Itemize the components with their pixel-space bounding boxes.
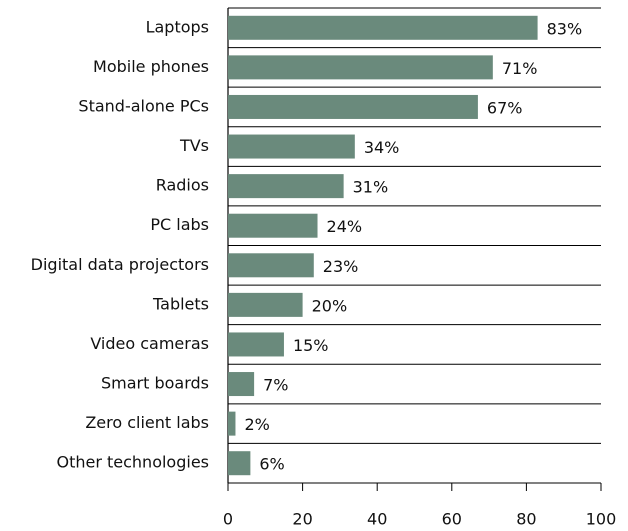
category-label: Smart boards — [101, 374, 209, 393]
x-tick-label: 100 — [586, 510, 617, 529]
value-label: 23% — [323, 257, 359, 276]
category-label: Digital data projectors — [31, 255, 209, 274]
x-tick-label: 40 — [367, 510, 387, 529]
category-label: Stand-alone PCs — [78, 96, 209, 115]
bar — [228, 451, 251, 476]
bar — [228, 411, 236, 436]
bar — [228, 15, 538, 40]
value-label: 83% — [547, 19, 583, 38]
bar — [228, 292, 303, 317]
value-label: 6% — [259, 455, 284, 474]
x-tick-label: 20 — [292, 510, 312, 529]
category-label: Mobile phones — [93, 57, 209, 76]
x-tick-label: 60 — [442, 510, 462, 529]
value-label: 15% — [293, 336, 329, 355]
bar — [228, 55, 493, 80]
category-label: Radios — [156, 176, 209, 195]
value-label: 67% — [487, 98, 523, 117]
category-label: Video cameras — [90, 334, 209, 353]
category-label: Laptops — [146, 17, 209, 36]
category-label: PC labs — [150, 215, 209, 234]
value-label: 31% — [353, 178, 389, 197]
bar — [228, 253, 314, 278]
bar — [228, 213, 318, 238]
category-label: Zero client labs — [85, 413, 209, 432]
value-label: 2% — [244, 415, 269, 434]
value-label: 71% — [502, 59, 538, 78]
bar — [228, 372, 255, 397]
value-label: 24% — [327, 217, 363, 236]
value-label: 34% — [364, 138, 400, 157]
category-label: TVs — [179, 136, 209, 155]
x-tick-label: 0 — [223, 510, 233, 529]
category-label: Other technologies — [56, 453, 209, 472]
value-label: 20% — [312, 296, 348, 315]
category-label: Tablets — [152, 294, 209, 313]
bar — [228, 332, 284, 357]
value-label: 7% — [263, 376, 288, 395]
bar — [228, 94, 478, 119]
x-tick-label: 80 — [516, 510, 536, 529]
bar — [228, 174, 344, 199]
bar — [228, 134, 355, 159]
